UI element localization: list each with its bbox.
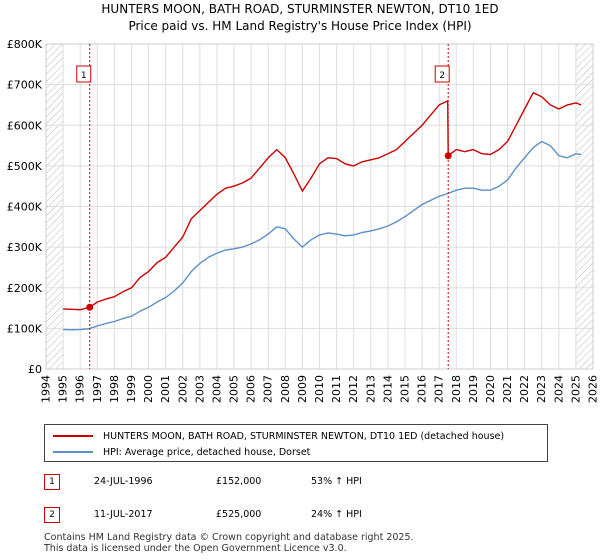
x-tick-label: 2000 — [142, 375, 155, 403]
x-tick-label: 2015 — [398, 375, 411, 403]
x-tick-label: 2012 — [347, 375, 360, 403]
sale-label: 1 — [81, 71, 87, 81]
x-tick-label: 2004 — [210, 375, 223, 403]
x-tick-label: 2013 — [364, 375, 377, 403]
price-chart: £0 £100K £200K £300K £400K £500K £600K £700K £80… — [7, 38, 600, 403]
sale-point — [86, 303, 94, 311]
x-tick-label: 1998 — [108, 375, 121, 403]
sale-label-box — [434, 65, 450, 83]
sale-date: 11-JUL-2017 — [94, 509, 153, 520]
x-tick-label: 2001 — [159, 375, 172, 403]
sale-price: £152,000 — [216, 476, 262, 487]
y-tick-label: £300K — [7, 241, 43, 254]
y-tick-label: £800K — [7, 38, 43, 51]
footer-license: This data is licensed under the Open Gov… — [44, 543, 347, 554]
sale-label-box — [76, 65, 92, 83]
x-tick-label: 2011 — [330, 375, 343, 403]
x-tick-label: 1997 — [91, 375, 104, 403]
plot-frame — [45, 43, 594, 370]
x-tick-label: 2023 — [535, 375, 548, 403]
x-tick-label: 2010 — [313, 375, 326, 403]
sale-number: 2 — [44, 507, 60, 523]
y-tick-label: £400K — [7, 201, 43, 214]
y-tick-label: £700K — [7, 79, 43, 92]
sale-hpi-change: 53% ↑ HPI — [311, 476, 362, 487]
x-tick-label: 2003 — [193, 375, 206, 403]
x-tick-label: 2024 — [552, 375, 565, 403]
sale-price: £525,000 — [216, 509, 262, 520]
x-tick-label: 2016 — [416, 375, 429, 403]
legend-swatch-property — [53, 435, 93, 437]
y-tick-label: £500K — [7, 160, 43, 173]
x-tick-label: 2021 — [501, 375, 514, 403]
x-tick-label: 2019 — [467, 375, 480, 403]
y-tick-label: £200K — [7, 282, 43, 295]
y-tick-label: £600K — [7, 119, 43, 132]
footer-copyright: Contains HM Land Registry data © Crown c… — [44, 532, 414, 543]
y-tick-label: £0 — [28, 363, 42, 376]
x-tick-label: 2008 — [279, 375, 292, 403]
x-tick-label: 1994 — [40, 375, 53, 403]
legend: HUNTERS MOON, BATH ROAD, STURMINSTER NEW… — [44, 424, 548, 462]
x-tick-label: 1995 — [57, 375, 70, 403]
x-tick-label: 2009 — [296, 375, 309, 403]
x-tick-label: 2006 — [245, 375, 258, 403]
sale-date: 24-JUL-1996 — [94, 476, 153, 487]
x-tick-label: 2026 — [587, 375, 600, 403]
sale-number: 1 — [44, 474, 60, 490]
x-tick-label: 2017 — [433, 375, 446, 403]
y-tick-label: £100K — [7, 322, 43, 335]
property-price-line — [63, 92, 582, 311]
legend-item-hpi: HPI: Average price, detached house, Dors… — [53, 445, 310, 459]
legend-label-hpi: HPI: Average price, detached house, Dors… — [103, 446, 311, 458]
sale-label: 2 — [439, 71, 445, 81]
x-tick-label: 2002 — [176, 375, 189, 403]
x-tick-label: 2005 — [228, 375, 241, 403]
hpi-line — [63, 140, 582, 331]
legend-swatch-hpi — [53, 451, 93, 453]
sale-hpi-change: 24% ↑ HPI — [311, 509, 362, 520]
sale-point — [444, 152, 452, 160]
x-tick-label: 2007 — [262, 375, 275, 403]
x-tick-label: 2022 — [518, 375, 531, 403]
x-tick-label: 1996 — [74, 375, 87, 403]
x-tick-label: 1999 — [125, 375, 138, 403]
x-tick-label: 2025 — [569, 375, 582, 403]
chart-title: HUNTERS MOON, BATH ROAD, STURMINSTER NEW… — [101, 2, 499, 16]
x-tick-label: 2020 — [484, 375, 497, 403]
legend-item-property: HUNTERS MOON, BATH ROAD, STURMINSTER NEW… — [53, 429, 504, 443]
x-tick-label: 2014 — [381, 375, 394, 403]
legend-label-property: HUNTERS MOON, BATH ROAD, STURMINSTER NEW… — [103, 430, 505, 442]
x-tick-label: 2018 — [450, 375, 463, 403]
chart-subtitle: Price paid vs. HM Land Registry's House … — [128, 19, 472, 33]
